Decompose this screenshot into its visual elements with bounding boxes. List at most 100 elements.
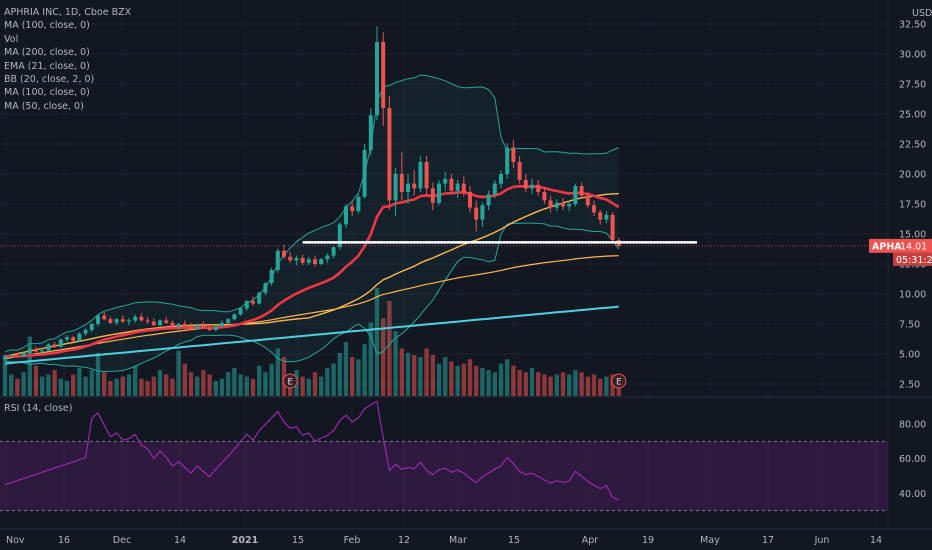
- candle-body: [269, 270, 274, 284]
- candle-body: [127, 320, 131, 322]
- volume-bar: [449, 361, 454, 396]
- candle: [275, 248, 280, 273]
- candle: [108, 316, 113, 324]
- candle: [406, 174, 410, 204]
- time-tick-label: 2021: [232, 535, 258, 546]
- candle-body: [517, 162, 522, 180]
- candle-body: [486, 194, 491, 206]
- candle: [201, 321, 206, 329]
- candle: [356, 194, 361, 214]
- candle: [610, 212, 615, 244]
- volume-bar: [114, 378, 119, 396]
- candle: [468, 186, 472, 213]
- candle-body: [368, 115, 373, 150]
- indicator-vol[interactable]: Vol: [4, 33, 19, 45]
- indicator-ma50[interactable]: MA (50, close, 0): [4, 100, 84, 112]
- indicator-bb[interactable]: BB (20, close, 2, 0): [4, 74, 95, 86]
- time-tick-label: 16: [58, 535, 70, 546]
- candle: [27, 346, 32, 354]
- volume-bar: [350, 357, 355, 396]
- price-tick-label: 22.50: [899, 140, 926, 151]
- candle: [269, 267, 274, 286]
- candle-body: [461, 183, 466, 192]
- volume-bar: [579, 372, 584, 396]
- candle-body: [145, 320, 150, 322]
- candle-body: [176, 324, 181, 327]
- time-tick-label: Jun: [814, 535, 830, 546]
- candle: [71, 336, 76, 342]
- volume-bar: [405, 352, 411, 396]
- candle: [83, 327, 88, 336]
- indicator-ma200[interactable]: MA (200, close, 0): [4, 47, 90, 59]
- indicator-ema21[interactable]: EMA (21, close, 0): [4, 60, 90, 72]
- volume-bar: [232, 367, 237, 396]
- symbol-line[interactable]: APHRIA INC, 1D, Cboe BZX: [4, 7, 132, 18]
- volume-bar: [461, 363, 466, 396]
- candle-body: [164, 320, 169, 323]
- candle: [449, 174, 454, 195]
- volume-bar: [306, 378, 311, 396]
- candle: [480, 202, 485, 227]
- indicator-ma100[interactable]: MA (100, close, 0): [4, 20, 90, 32]
- price-tick-label: 20.00: [899, 170, 926, 181]
- rsi-band: [0, 441, 888, 511]
- time-tick-label: 19: [642, 535, 654, 546]
- rsi-legend[interactable]: RSI (14, close): [4, 403, 73, 414]
- price-tick-label: 27.50: [899, 80, 926, 91]
- volume-bar: [157, 370, 163, 396]
- volume-bar: [226, 372, 231, 396]
- volume-bar: [542, 374, 547, 396]
- candle-body: [331, 247, 336, 256]
- candle-body: [294, 258, 299, 261]
- candle: [102, 312, 107, 321]
- volume-bar: [244, 376, 249, 396]
- volume-bar: [275, 348, 280, 396]
- candle-body: [170, 322, 175, 327]
- candle: [474, 200, 479, 232]
- candle: [58, 338, 63, 348]
- time-tick-label: 14: [870, 535, 882, 546]
- volume-bar: [536, 372, 541, 396]
- countdown-label: 05:31:22: [896, 255, 932, 266]
- time-tick-label: 12: [398, 535, 410, 546]
- volume-bar: [467, 359, 473, 396]
- candle: [579, 182, 584, 198]
- candle-body: [480, 205, 485, 220]
- volume-bar: [151, 376, 156, 396]
- indicator-ma100-b[interactable]: MA (100, close, 0): [4, 87, 90, 99]
- candle: [461, 176, 466, 197]
- candle: [244, 300, 249, 311]
- volume-bar: [474, 365, 479, 396]
- candle: [517, 156, 522, 184]
- candle-body: [158, 320, 162, 326]
- candle-body: [585, 195, 590, 206]
- candle-body: [325, 255, 330, 260]
- volume-bar: [139, 378, 144, 396]
- time-tick-label: 14: [174, 535, 186, 546]
- volume-bar: [356, 359, 361, 396]
- volume-bar: [331, 363, 336, 396]
- candle: [455, 180, 460, 198]
- candle: [15, 352, 20, 358]
- volume-bar: [120, 376, 125, 396]
- price-tag: [869, 238, 932, 253]
- price-tick-label: 10.00: [899, 290, 926, 301]
- volume-bar: [598, 378, 603, 396]
- volume-bar: [58, 378, 63, 396]
- volume-bar: [486, 370, 491, 396]
- volume-bar: [188, 372, 194, 396]
- time-tick-label: 15: [508, 535, 520, 546]
- candle-body: [375, 42, 379, 116]
- volume-bar: [176, 350, 181, 396]
- volume-bar: [443, 357, 448, 396]
- volume-bar: [430, 354, 435, 396]
- candle-body: [542, 192, 547, 201]
- volume-bar: [164, 374, 169, 396]
- volume-bar: [281, 357, 287, 396]
- candle: [195, 324, 200, 330]
- candle: [561, 198, 565, 210]
- candle: [430, 182, 435, 210]
- candle-body: [592, 205, 596, 213]
- time-tick-label: 17: [762, 535, 774, 546]
